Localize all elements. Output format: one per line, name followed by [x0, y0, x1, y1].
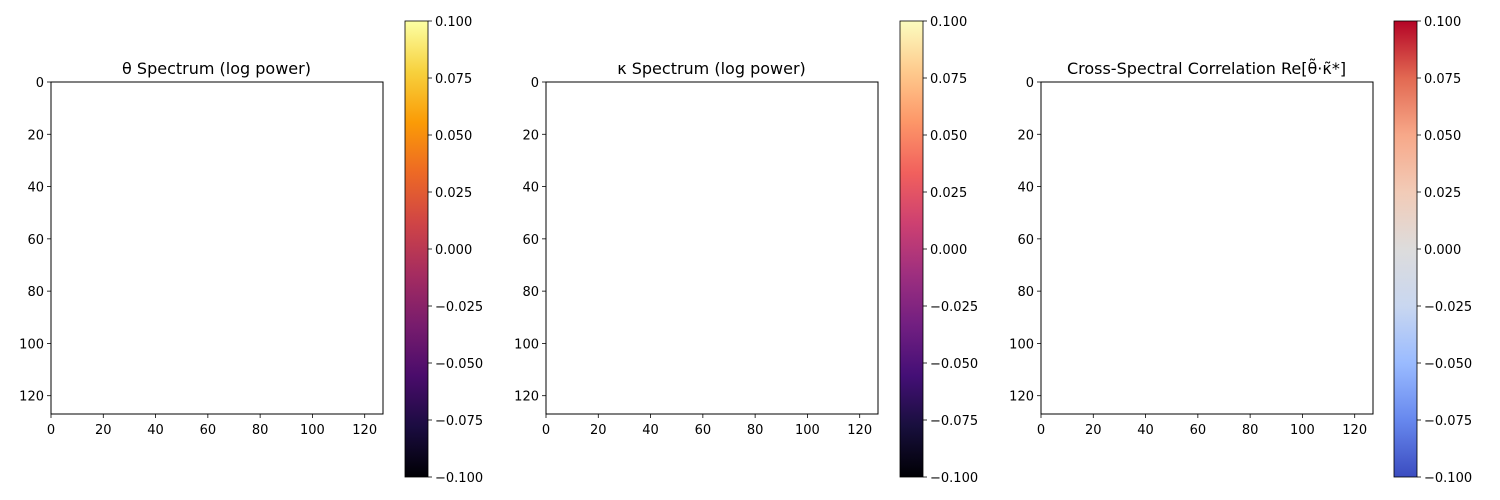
colorbar-tick-label: −0.050	[435, 357, 483, 372]
y-tick-label: 40	[27, 181, 44, 196]
colorbar-tick-label: 0.050	[435, 129, 472, 144]
x-tick-label: 120	[847, 423, 872, 438]
y-tick-label: 100	[514, 337, 539, 352]
panel-theta-spectrum: θ Spectrum (log power) 0 20 40 60 80 100 120 0…	[19, 15, 483, 486]
x-axis: 0 20 40 60 80 100 120	[47, 414, 377, 438]
x-tick-label: 40	[1137, 423, 1154, 438]
chart-title: Cross-Spectral Correlation Re[θ̃·κ̃*]	[1067, 59, 1346, 78]
y-tick-label: 80	[522, 285, 539, 300]
x-tick-label: 120	[1342, 423, 1367, 438]
x-tick-label: 100	[795, 423, 820, 438]
plot-area	[1040, 81, 1374, 415]
colorbar-axis: 0.100 0.075 0.050 0.025 0.000 −0.025 −0.050 −0.…	[428, 15, 483, 486]
y-tick-label: 120	[19, 390, 44, 405]
x-tick-label: 80	[252, 423, 269, 438]
y-axis: 0 20 40 60 80 100 120	[19, 76, 51, 405]
x-tick-label: 60	[200, 423, 217, 438]
x-tick-label: 120	[352, 423, 377, 438]
x-tick-label: 40	[147, 423, 164, 438]
y-tick-label: 120	[514, 390, 539, 405]
colorbar-tick-label: 0.000	[435, 243, 472, 258]
colorbar-tick-label: 0.100	[435, 15, 472, 30]
colorbar-tick-label: −0.025	[930, 300, 978, 315]
colorbar-tick-label: 0.025	[435, 186, 472, 201]
colorbar-tick-label: −0.075	[1424, 414, 1472, 429]
colorbar-tick-label: 0.075	[930, 72, 967, 87]
colorbar	[899, 20, 924, 478]
colorbar-tick-label: −0.025	[1424, 300, 1472, 315]
y-tick-label: 120	[1009, 390, 1034, 405]
x-tick-label: 40	[642, 423, 659, 438]
x-tick-label: 20	[590, 423, 607, 438]
x-tick-label: 100	[1290, 423, 1315, 438]
y-tick-label: 0	[1026, 76, 1034, 91]
colorbar-tick-label: 0.000	[1424, 243, 1461, 258]
y-tick-label: 40	[1017, 181, 1034, 196]
plot-area	[545, 81, 879, 415]
y-tick-label: 80	[1017, 285, 1034, 300]
y-tick-label: 0	[36, 76, 44, 91]
colorbar-tick-label: −0.025	[435, 300, 483, 315]
x-tick-label: 20	[1085, 423, 1102, 438]
colorbar-tick-label: −0.100	[1424, 471, 1472, 486]
y-tick-label: 20	[522, 128, 539, 143]
colorbar-tick-label: −0.075	[930, 414, 978, 429]
colorbar-tick-label: −0.050	[930, 357, 978, 372]
x-tick-label: 0	[1037, 423, 1045, 438]
x-tick-label: 60	[1190, 423, 1207, 438]
panel-kappa-spectrum: κ Spectrum (log power) 0 20 40 60 80 100 120 0…	[514, 15, 978, 486]
y-tick-label: 60	[1017, 233, 1034, 248]
colorbar-tick-label: 0.050	[1424, 129, 1461, 144]
colorbar-tick-label: 0.025	[930, 186, 967, 201]
chart-title: θ Spectrum (log power)	[122, 59, 311, 78]
colorbar-tick-label: 0.050	[930, 129, 967, 144]
colorbar	[1393, 20, 1418, 478]
y-tick-label: 20	[27, 128, 44, 143]
y-axis: 0 20 40 60 80 100 120	[1009, 76, 1041, 405]
colorbar-axis: 0.100 0.075 0.050 0.025 0.000 −0.025 −0.050 −0.…	[1417, 15, 1472, 486]
x-axis: 0 20 40 60 80 100 120	[1037, 414, 1367, 438]
colorbar	[404, 20, 429, 478]
y-tick-label: 60	[27, 233, 44, 248]
colorbar-axis: 0.100 0.075 0.050 0.025 0.000 −0.025 −0.050 −0.…	[923, 15, 978, 486]
panel-cross-spectral-correlation: Cross-Spectral Correlation Re[θ̃·κ̃*] 0 2…	[1009, 15, 1472, 486]
y-tick-label: 40	[522, 181, 539, 196]
colorbar-tick-label: 0.025	[1424, 186, 1461, 201]
x-tick-label: 60	[695, 423, 712, 438]
y-tick-label: 60	[522, 233, 539, 248]
y-tick-label: 20	[1017, 128, 1034, 143]
x-tick-label: 80	[1242, 423, 1259, 438]
x-tick-label: 100	[300, 423, 325, 438]
y-tick-label: 0	[531, 76, 539, 91]
colorbar-tick-label: −0.050	[1424, 357, 1472, 372]
colorbar-tick-label: 0.075	[1424, 72, 1461, 87]
colorbar-tick-label: 0.100	[1424, 15, 1461, 30]
colorbar-tick-label: −0.100	[930, 471, 978, 486]
y-tick-label: 80	[27, 285, 44, 300]
y-tick-label: 100	[19, 337, 44, 352]
x-tick-label: 20	[95, 423, 112, 438]
colorbar-tick-label: 0.100	[930, 15, 967, 30]
x-tick-label: 80	[747, 423, 764, 438]
x-tick-label: 0	[47, 423, 55, 438]
colorbar-tick-label: 0.000	[930, 243, 967, 258]
plot-area	[50, 81, 384, 415]
x-tick-label: 0	[542, 423, 550, 438]
colorbar-tick-label: −0.075	[435, 414, 483, 429]
chart-title: κ Spectrum (log power)	[617, 59, 806, 78]
x-axis: 0 20 40 60 80 100 120	[542, 414, 872, 438]
y-axis: 0 20 40 60 80 100 120	[514, 76, 546, 405]
y-tick-label: 100	[1009, 337, 1034, 352]
colorbar-tick-label: 0.075	[435, 72, 472, 87]
colorbar-tick-label: −0.100	[435, 471, 483, 486]
